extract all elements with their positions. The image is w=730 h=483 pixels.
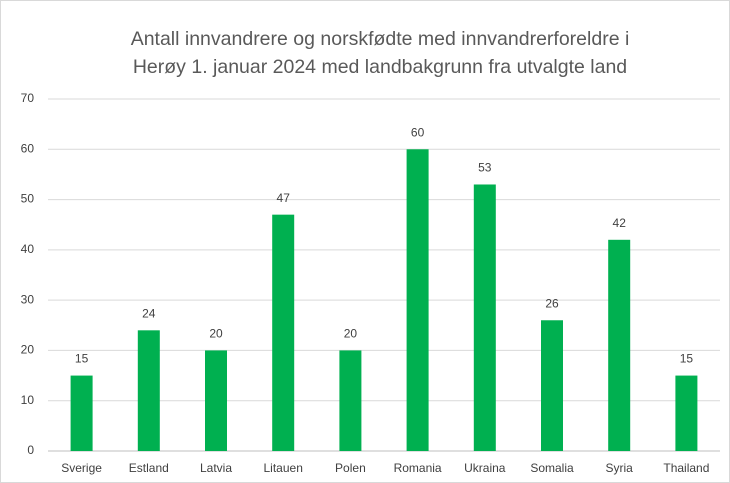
y-tick-label: 10 xyxy=(21,393,35,407)
y-tick-label: 30 xyxy=(21,292,35,306)
data-label: 60 xyxy=(411,125,425,139)
bar xyxy=(272,214,295,451)
x-tick-label: Sverige xyxy=(61,461,102,475)
bar xyxy=(70,375,93,451)
data-label: 47 xyxy=(277,191,291,205)
x-tick-label: Romania xyxy=(394,461,442,475)
chart-title: Antall innvandrere og norskfødte med inn… xyxy=(131,28,630,50)
x-tick-label: Thailand xyxy=(663,461,709,475)
y-tick-label: 0 xyxy=(27,443,34,457)
data-label: 26 xyxy=(545,296,559,310)
data-label: 24 xyxy=(142,306,156,320)
bar xyxy=(473,184,496,451)
y-tick-label: 50 xyxy=(21,192,35,206)
x-tick-label: Somalia xyxy=(530,461,574,475)
y-tick-label: 60 xyxy=(21,141,35,155)
data-label: 42 xyxy=(613,216,627,230)
bar xyxy=(339,350,362,451)
chart-title: Herøy 1. januar 2024 med landbakgrunn fr… xyxy=(133,56,627,78)
x-tick-label: Latvia xyxy=(200,461,232,475)
x-tick-label: Estland xyxy=(129,461,169,475)
data-label: 20 xyxy=(344,327,358,341)
bar xyxy=(137,330,160,451)
data-label: 15 xyxy=(75,352,89,366)
data-label: 20 xyxy=(209,327,223,341)
x-tick-label: Syria xyxy=(606,461,634,475)
x-tick-label: Ukraina xyxy=(464,461,506,475)
x-tick-label: Polen xyxy=(335,461,366,475)
data-label: 15 xyxy=(680,352,694,366)
y-tick-label: 70 xyxy=(21,91,35,105)
y-tick-label: 40 xyxy=(21,242,35,256)
data-label: 53 xyxy=(478,161,492,175)
bar xyxy=(205,350,227,451)
bar xyxy=(675,375,698,451)
bar xyxy=(406,149,429,452)
bar xyxy=(608,239,631,451)
x-tick-label: Litauen xyxy=(264,461,303,475)
y-tick-label: 20 xyxy=(21,343,35,357)
bar xyxy=(541,320,563,451)
